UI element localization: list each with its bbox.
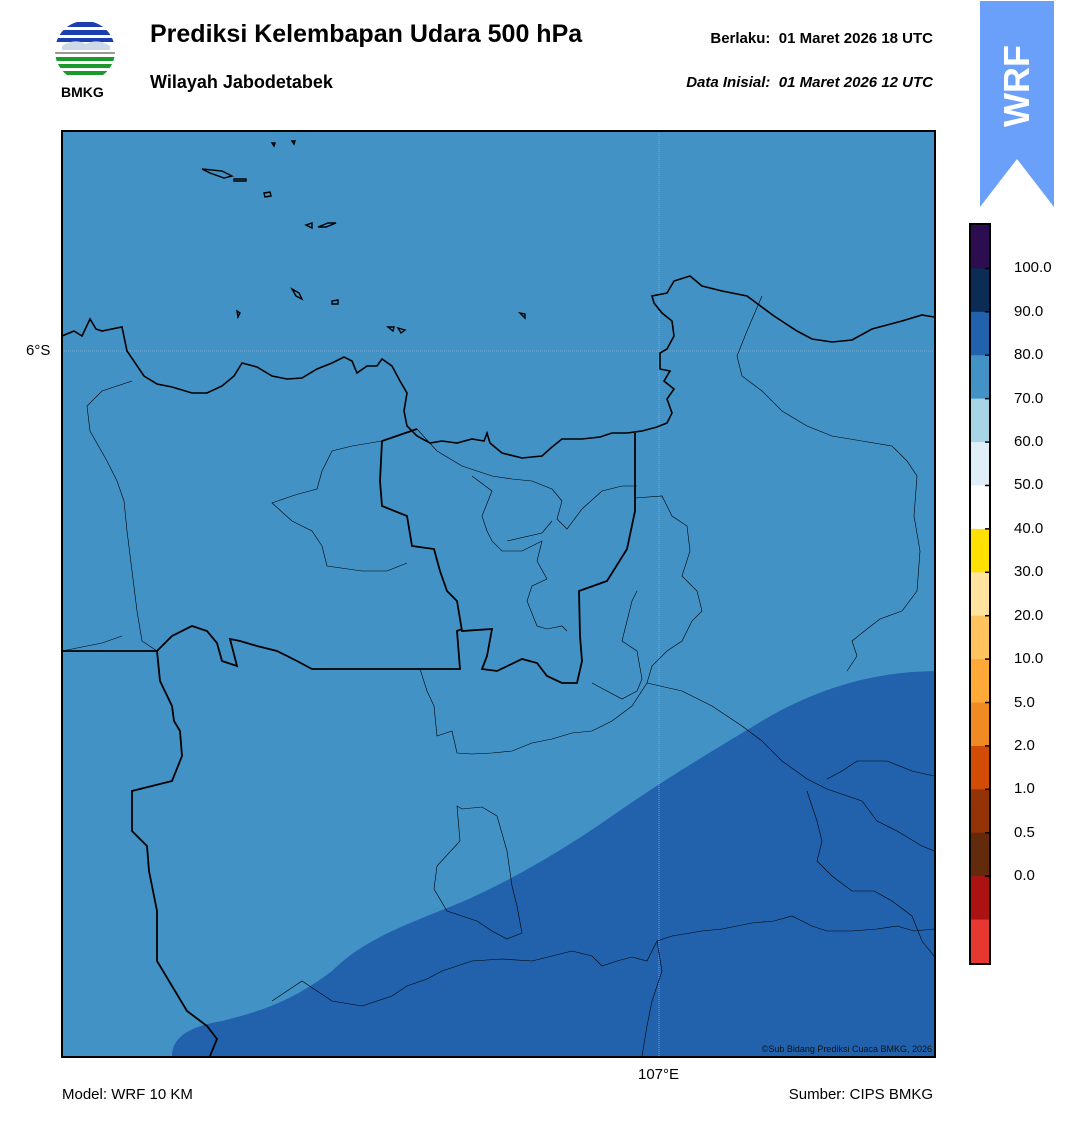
colorbar-tick-label: 80.0 — [1014, 346, 1044, 364]
colorbar-swatch — [971, 355, 989, 400]
colorbar-tick-label: 70.0 — [1014, 389, 1044, 407]
colorbar-frame — [969, 223, 991, 965]
map-subtitle: Wilayah Jabodetabek — [150, 72, 333, 92]
colorbar-tick-label: 50.0 — [1014, 476, 1044, 494]
valid-time: Berlaku: 01 Maret 2026 18 UTC — [710, 30, 933, 47]
islands — [201, 140, 526, 335]
colorbar-swatch — [971, 311, 989, 356]
colorbar-swatch — [971, 789, 989, 834]
colorbar-swatch — [971, 832, 989, 877]
longitude-label: 107°E — [638, 1066, 680, 1083]
init-label: Data Inisial: — [686, 74, 771, 91]
colorbar-swatch — [971, 745, 989, 790]
humidity-field-80-90 — [172, 671, 934, 1056]
bmkg-logo-icon — [55, 21, 115, 81]
colorbar-tick-label: 10.0 — [1014, 650, 1044, 668]
colorbar-swatch — [971, 659, 989, 704]
valid-label: Berlaku: — [710, 30, 771, 47]
copyright-note: ©Sub Bidang Prediksi Cuaca BMKG, 2026 — [761, 1044, 932, 1054]
map-svg — [61, 131, 935, 1057]
colorbar-swatch — [971, 572, 989, 617]
colorbar-tick-label: 60.0 — [1014, 433, 1044, 451]
map-panel: ©Sub Bidang Prediksi Cuaca BMKG, 2026 — [61, 131, 935, 1057]
colorbar-swatch — [971, 398, 989, 443]
colorbar-swatch — [971, 919, 989, 964]
logo-text: BMKG — [61, 84, 104, 100]
district-boundaries — [61, 295, 935, 1057]
colorbar-swatch — [971, 528, 989, 573]
colorbar-tick-label: 0.5 — [1014, 823, 1035, 841]
colorbar-tick-label: 5.0 — [1014, 693, 1035, 711]
init-time: Data Inisial: 01 Maret 2026 12 UTC — [686, 74, 933, 91]
colorbar-tick-label: 90.0 — [1014, 302, 1044, 320]
colorbar-tick-label: 20.0 — [1014, 606, 1044, 624]
colorbar-swatch — [971, 268, 989, 313]
colorbar-tick-label: 1.0 — [1014, 780, 1035, 798]
map-title: Prediksi Kelembapan Udara 500 hPa — [150, 20, 583, 48]
colorbar-swatch — [971, 225, 989, 269]
source-info: Sumber: CIPS BMKG — [788, 1086, 933, 1103]
colorbar-swatch — [971, 442, 989, 486]
coastline — [61, 275, 935, 459]
colorbar-swatch — [971, 702, 989, 747]
colorbar-tick-label: 40.0 — [1014, 519, 1044, 537]
wrf-badge: WRF — [980, 1, 1054, 209]
wrf-badge-text: WRF — [996, 45, 1037, 127]
colorbar-swatch — [971, 615, 989, 660]
colorbar-tick-label: 0.0 — [1014, 867, 1035, 885]
colorbar-swatch — [971, 485, 989, 530]
colorbar-tick-label: 100.0 — [1014, 259, 1052, 277]
wrf-badge-shape — [980, 1, 1054, 207]
colorbar — [969, 223, 991, 965]
colorbar-tick-label: 30.0 — [1014, 563, 1044, 581]
valid-value: 01 Maret 2026 18 UTC — [778, 30, 933, 47]
latitude-label: 6°S — [26, 342, 51, 359]
map-frame — [61, 130, 936, 1058]
colorbar-svg — [969, 223, 991, 965]
bmkg-logo — [52, 20, 118, 82]
model-info: Model: WRF 10 KM — [62, 1086, 193, 1103]
colorbar-swatch — [971, 876, 989, 921]
colorbar-tick-label: 2.0 — [1014, 736, 1035, 754]
init-value: 01 Maret 2026 12 UTC — [778, 74, 933, 91]
